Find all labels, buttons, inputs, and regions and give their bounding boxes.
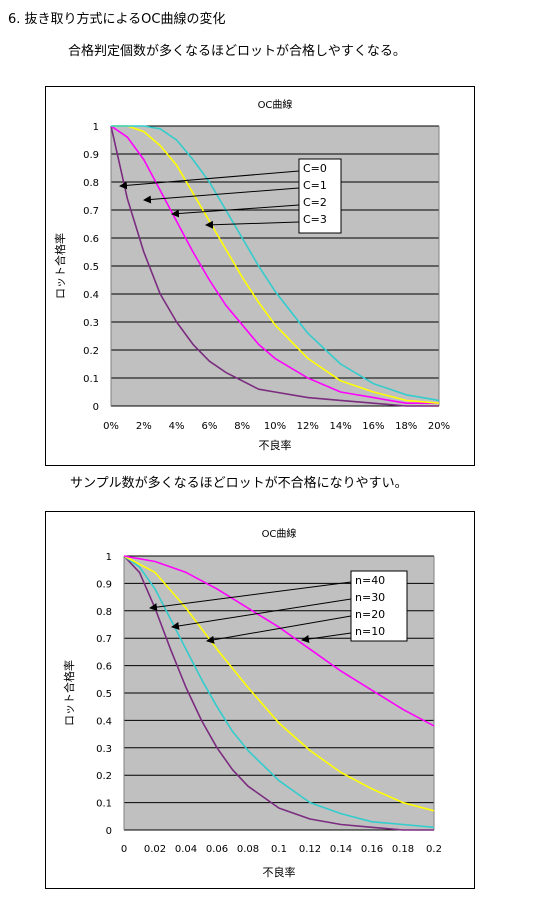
page-heading: 6. 抜き取り方式によるOC曲線の変化 <box>8 12 226 27</box>
x-axis-label: 不良率 <box>259 438 292 452</box>
y-tick-label: 0.3 <box>83 318 99 329</box>
annotation-arrow <box>149 581 352 612</box>
y-tick-label: 0.8 <box>96 607 112 618</box>
x-axis-label: 不良率 <box>263 865 296 879</box>
x-tick-label: 0% <box>103 421 119 432</box>
series-line <box>123 555 434 831</box>
chart2-caption: サンプル数が多くなるほどロットが不合格になりやすい。 <box>70 476 408 491</box>
x-tick-label: 0.08 <box>237 844 259 855</box>
annotation-arrow <box>143 187 300 204</box>
y-tick-label: 0 <box>106 826 112 837</box>
x-tick-label: 12% <box>297 421 319 432</box>
y-tick-label: 0.7 <box>83 206 99 217</box>
y-tick-label: 0.4 <box>83 290 99 301</box>
legend-label: n=40 <box>355 574 385 587</box>
x-tick-label: 0.16 <box>361 844 383 855</box>
x-tick-label: 0.04 <box>175 844 197 855</box>
annotation-arrow <box>119 170 300 190</box>
legend-label: C=1 <box>303 179 327 192</box>
y-tick-label: 0 <box>93 402 99 413</box>
x-tick-label: 2% <box>136 421 152 432</box>
y-tick-label: 0.6 <box>83 234 99 245</box>
legend-label: n=10 <box>355 625 385 638</box>
x-tick-label: 0.06 <box>206 844 228 855</box>
y-tick-label: 0.1 <box>83 374 99 385</box>
y-tick-label: 0.2 <box>83 346 99 357</box>
chart-title: OC曲線 <box>262 527 297 540</box>
x-tick-label: 4% <box>169 421 185 432</box>
y-tick-label: 0.1 <box>96 799 112 810</box>
y-axis-label: ロット合格率 <box>62 660 76 726</box>
chart2-frame: 0 0.1 0.2 0.3 0.4 0.5 0.6 0.7 0.8 0.9 1 0 0.02 0.04 0.… <box>45 511 475 889</box>
oc-chart-acceptance-number: 00.10.20.30.40.50.60.70.80.910% 2% 4% 6% 8% 1… <box>53 98 450 452</box>
x-tick-label: 20% <box>428 421 450 432</box>
oc-chart-sample-size: 0 0.1 0.2 0.3 0.4 0.5 0.6 0.7 0.8 0.9 1 0 0.02 0.04 0.… <box>62 527 442 879</box>
x-tick-label: 0 <box>121 844 127 855</box>
annotation-arrow <box>301 632 352 643</box>
chart1-frame: 0 0.1 0.2 0.3 0.4 0.5 0.6 0.7 0.8 0.9 1 0% 2% 4% 6% 8% 1… <box>45 86 475 466</box>
annotation-arrow <box>171 598 352 630</box>
series-line <box>110 125 439 405</box>
x-tick-label: 14% <box>329 421 351 432</box>
y-tick-label: 0.7 <box>96 634 112 645</box>
legend-box <box>298 158 342 234</box>
y-tick-label: 0.5 <box>83 262 99 273</box>
annotation-arrow <box>206 615 352 644</box>
x-tick-label: 6% <box>201 421 217 432</box>
series-line <box>123 555 435 727</box>
x-tick-label: 10% <box>264 421 286 432</box>
y-tick-label: 0.2 <box>96 771 112 782</box>
legend-box <box>350 570 408 642</box>
y-tick-label: 0.9 <box>83 150 99 161</box>
annotation-arrow <box>171 204 300 218</box>
x-tick-label: 16% <box>362 421 384 432</box>
legend-label: n=20 <box>355 608 385 621</box>
series-line <box>123 555 435 812</box>
legend-label: C=0 <box>303 162 327 175</box>
chart-title: OC曲線 <box>258 98 293 111</box>
x-tick-label: 8% <box>234 421 250 432</box>
x-tick-label: 0.2 <box>426 844 442 855</box>
annotation-arrow <box>205 220 300 229</box>
y-tick-label: 0.8 <box>83 178 99 189</box>
x-tick-label: 0.18 <box>392 844 414 855</box>
y-tick-label: 1 <box>106 552 112 563</box>
legend-label: n=30 <box>355 591 385 604</box>
x-tick-label: 18% <box>395 421 417 432</box>
series-line <box>123 555 435 829</box>
y-tick-label: 0.9 <box>96 579 112 590</box>
legend-label: C=3 <box>303 213 327 226</box>
legend-label: C=2 <box>303 196 327 209</box>
x-tick-label: 0.12 <box>299 844 321 855</box>
series-line <box>111 125 440 404</box>
y-axis-label: ロット合格率 <box>53 233 67 299</box>
x-tick-label: 0.14 <box>330 844 352 855</box>
y-tick-label: 1 <box>93 122 99 133</box>
y-tick-label: 0.3 <box>96 744 112 755</box>
x-tick-label: 0.1 <box>271 844 287 855</box>
chart1-caption: 合格判定個数が多くなるほどロットが合格しやすくなる。 <box>68 44 406 59</box>
y-tick-label: 0.4 <box>96 716 112 727</box>
series-line <box>110 125 439 407</box>
x-tick-label: 0.02 <box>144 844 166 855</box>
y-tick-label: 0.6 <box>96 662 112 673</box>
y-tick-label: 0.5 <box>96 689 112 700</box>
